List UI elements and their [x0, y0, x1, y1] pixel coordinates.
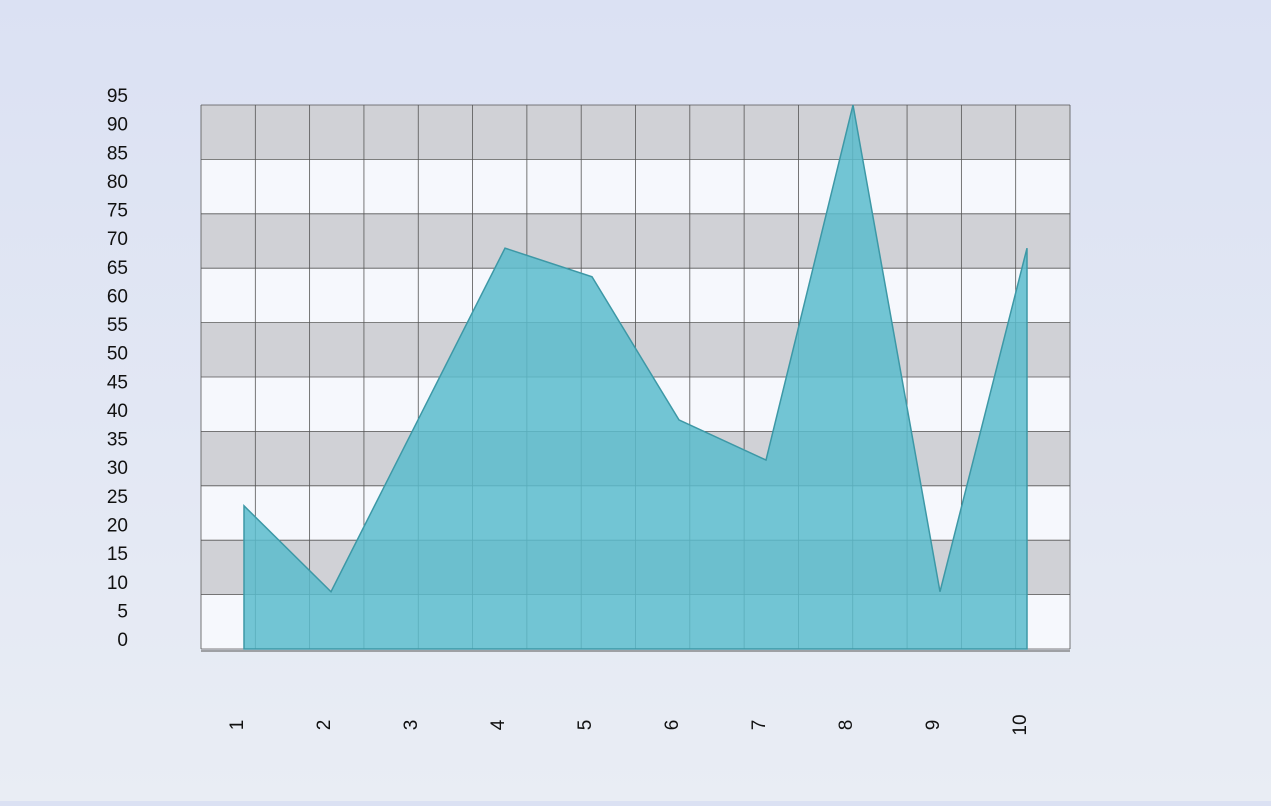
x-tick-label: 1: [227, 720, 248, 731]
x-tick-label: 5: [575, 720, 596, 731]
y-tick-label: 90: [107, 115, 128, 136]
y-tick-label: 5: [117, 601, 128, 622]
y-tick-label: 80: [107, 172, 128, 193]
y-tick-label: 95: [107, 86, 128, 107]
y-tick-label: 25: [107, 487, 128, 508]
x-tick-label: 6: [662, 720, 683, 731]
y-tick-label: 40: [107, 401, 128, 422]
y-tick-label: 75: [107, 201, 128, 222]
y-tick-label: 15: [107, 544, 128, 565]
y-tick-label: 0: [117, 630, 128, 651]
y-tick-label: 50: [107, 344, 128, 365]
y-tick-label: 60: [107, 286, 128, 307]
y-tick-label: 85: [107, 143, 128, 164]
x-tick-label: 4: [488, 719, 509, 730]
y-tick-label: 65: [107, 258, 128, 279]
x-tick-label: 7: [749, 720, 770, 731]
x-tick-label: 8: [836, 720, 857, 731]
y-tick-label: 35: [107, 430, 128, 451]
x-tick-label: 2: [314, 720, 335, 731]
y-tick-label: 10: [107, 573, 128, 594]
x-tick-label: 10: [1010, 714, 1031, 735]
y-tick-label: 20: [107, 515, 128, 536]
x-tick-label: 9: [923, 720, 944, 731]
x-tick-label: 3: [401, 720, 422, 731]
y-tick-label: 70: [107, 229, 128, 250]
area: [243, 104, 1028, 650]
y-tick-label: 30: [107, 458, 128, 479]
y-tick-label: 45: [107, 372, 128, 393]
y-tick-label: 55: [107, 315, 128, 336]
